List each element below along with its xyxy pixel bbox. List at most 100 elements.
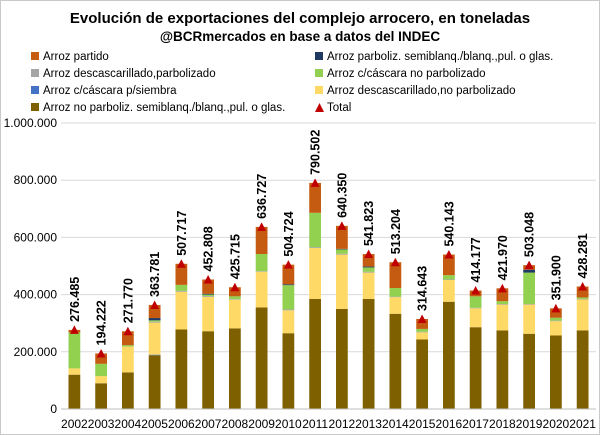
bar-segment-arroz-c-cascara-no-parbolizado-2020 [549, 317, 562, 321]
bar-segment-arroz-no-parboliz-semiblanq-blanq-pul-o-glas-2012 [335, 308, 348, 409]
total-label-2006: 507.717 [175, 211, 189, 256]
bar-segment-arroz-partido-2003 [95, 353, 108, 364]
legend-item-arroz-no-parboliz-semiblanq-blanq-pul-o-glas: Arroz no parboliz. semiblanq./blanq.,pul… [31, 102, 285, 114]
total-markers: 276.485 194.222 271.770 363.781 507.717 452.8… [68, 130, 590, 358]
bar-segment-arroz-no-parboliz-semiblanq-blanq-pul-o-glas-2002 [68, 374, 81, 409]
bar-segment-arroz-c-cascara-no-parbolizado-2007 [202, 294, 215, 297]
total-label-2021: 428.281 [576, 233, 590, 278]
total-label-2013: 541.823 [362, 201, 376, 246]
x-tick-label: 2012 [329, 417, 356, 431]
bar-segment-arroz-descascarillado-parbolizado-2010 [282, 309, 295, 311]
total-marker-2018 [497, 283, 507, 293]
bar-segment-arroz-no-parboliz-semiblanq-blanq-pul-o-glas-2009 [255, 307, 268, 409]
y-tick-label: 400.000 [14, 288, 58, 302]
bar-segment-arroz-partido-2012 [335, 225, 348, 249]
bar-segment-arroz-parboliz-semiblanq-blanq-pul-o-glas-2013 [362, 266, 375, 268]
bar-segment-arroz-partido-2018 [496, 288, 509, 302]
bar-segment-arroz-c-cascara-no-parbolizado-2013 [362, 267, 375, 272]
total-label-2007: 452.808 [202, 226, 216, 271]
x-tick-label: 2010 [275, 417, 302, 431]
x-tick-label: 2004 [115, 417, 142, 431]
y-tick-label: 800.000 [14, 173, 58, 187]
bar-segment-arroz-descascarillado-no-parbolizado-2003 [95, 376, 108, 384]
x-tick-label: 2015 [409, 417, 436, 431]
bar-segment-arroz-c-cascara-no-parbolizado-2006 [175, 284, 188, 291]
bar-segment-arroz-descascarillado-parbolizado-2019 [523, 304, 536, 305]
bar-segment-arroz-descascarillado-no-parbolizado-2009 [255, 271, 268, 308]
legend-swatch [315, 103, 324, 112]
total-label-2012: 640.350 [335, 173, 349, 218]
bar-segment-arroz-partido-2020 [549, 308, 562, 318]
bar-segment-arroz-partido-2014 [389, 262, 402, 289]
bar-segment-arroz-c-cascara-no-parbolizado-2011 [309, 212, 322, 248]
bar-segment-arroz-descascarillado-no-parbolizado-2017 [469, 308, 482, 328]
total-marker-2012 [337, 221, 347, 230]
total-marker-2011 [310, 178, 320, 187]
bar-stacks [68, 182, 589, 409]
y-tick-label: 0 [50, 402, 57, 416]
bar-segment-arroz-no-parboliz-semiblanq-blanq-pul-o-glas-2005 [148, 355, 161, 409]
total-label-2011: 790.502 [309, 130, 323, 175]
legend-item-arroz-descascarillado-no-parbolizado: Arroz descascarillado,no parbolizado [315, 85, 516, 97]
bar-segment-arroz-descascarillado-no-parbolizado-2011 [309, 247, 322, 299]
bar-segment-arroz-c-cascara-no-parbolizado-2004 [121, 345, 134, 347]
x-axis: 2002 2003 2004 2005 2006 2007 2008 2009 2010 2011… [61, 408, 596, 431]
legend-item-arroz-c-cascara-no-parbolizado: Arroz c/cáscara no parbolizado [315, 68, 486, 80]
y-tick-label: 200.000 [14, 345, 58, 359]
bar-segment-arroz-descascarillado-no-parbolizado-2014 [389, 297, 402, 314]
total-label-2003: 194.222 [95, 300, 109, 345]
bar-segment-arroz-no-parboliz-semiblanq-blanq-pul-o-glas-2015 [416, 339, 429, 409]
total-label-2010: 504.724 [282, 211, 296, 256]
total-marker-2002 [69, 325, 79, 334]
bar-segment-arroz-descascarillado-no-parbolizado-2002 [68, 368, 81, 375]
total-marker-2017 [471, 286, 481, 295]
bar-segment-arroz-no-parboliz-semiblanq-blanq-pul-o-glas-2006 [175, 329, 188, 409]
bar-segment-arroz-no-parboliz-semiblanq-blanq-pul-o-glas-2016 [442, 301, 455, 409]
legend-swatch [315, 86, 323, 94]
bar-segment-arroz-no-parboliz-semiblanq-blanq-pul-o-glas-2004 [121, 372, 134, 409]
total-marker-2004 [123, 326, 133, 336]
total-marker-2008 [230, 282, 240, 292]
bar-segment-arroz-parboliz-semiblanq-blanq-pul-o-glas-2007 [202, 293, 215, 295]
total-label-2019: 503.048 [523, 212, 537, 257]
bar-segment-arroz-descascarillado-parbolizado-2013 [362, 271, 375, 273]
bar-segment-arroz-no-parboliz-semiblanq-blanq-pul-o-glas-2008 [228, 328, 241, 409]
bar-segment-arroz-partido-2006 [175, 263, 188, 285]
bar-segment-arroz-parboliz-semiblanq-blanq-pul-o-glas-2010 [282, 284, 295, 286]
total-label-2018: 421.970 [496, 235, 510, 280]
bar-segment-arroz-descascarillado-parbolizado-2021 [576, 298, 589, 300]
legend-label: Arroz descascarillado,parbolizado [43, 68, 216, 80]
total-label-2002: 276.485 [68, 277, 82, 322]
bar-segment-arroz-c-cascara-no-parbolizado-2008 [228, 296, 241, 300]
legend-swatch [315, 69, 323, 77]
bar-segment-arroz-descascarillado-parbolizado-2011 [309, 247, 322, 248]
bar-segment-arroz-descascarillado-no-parbolizado-2005 [148, 322, 161, 355]
total-marker-2020 [551, 303, 561, 313]
bar-segment-arroz-no-parboliz-semiblanq-blanq-pul-o-glas-2017 [469, 327, 482, 409]
bar-segment-arroz-descascarillado-parbolizado-2014 [389, 296, 402, 298]
bar-segment-arroz-descascarillado-parbolizado-2006 [175, 290, 188, 292]
bar-segment-arroz-descascarillado-no-parbolizado-2004 [121, 346, 134, 373]
bar-segment-arroz-partido-2004 [121, 331, 134, 346]
bar-segment-arroz-partido-2009 [255, 226, 268, 254]
legend-swatch [315, 52, 323, 60]
bar-segment-arroz-descascarillado-parbolizado-2005 [148, 321, 161, 323]
bar-segment-arroz-c-cascara-no-parbolizado-2012 [335, 249, 348, 254]
legend-label: Arroz c/cáscara no parbolizado [327, 68, 486, 80]
bar-segment-arroz-c-cascara-no-parbolizado-2002 [68, 332, 81, 369]
x-tick-label: 2009 [248, 417, 275, 431]
bar-segment-arroz-descascarillado-no-parbolizado-2007 [202, 296, 215, 332]
total-marker-2006 [176, 259, 186, 268]
bar-segment-arroz-descascarillado-parbolizado-2012 [335, 253, 348, 255]
total-marker-2003 [96, 348, 106, 358]
bar-segment-arroz-partido-2013 [362, 254, 375, 267]
x-tick-label: 2005 [141, 417, 168, 431]
bar-segment-arroz-partido-2010 [282, 264, 295, 285]
bar-segment-arroz-descascarillado-no-parbolizado-2020 [549, 321, 562, 336]
total-marker-2013 [364, 249, 374, 259]
bar-segment-arroz-c-cascara-no-parbolizado-2021 [576, 297, 589, 299]
bar-segment-arroz-no-parboliz-semiblanq-blanq-pul-o-glas-2013 [362, 298, 375, 409]
total-label-2008: 425.715 [228, 234, 242, 279]
